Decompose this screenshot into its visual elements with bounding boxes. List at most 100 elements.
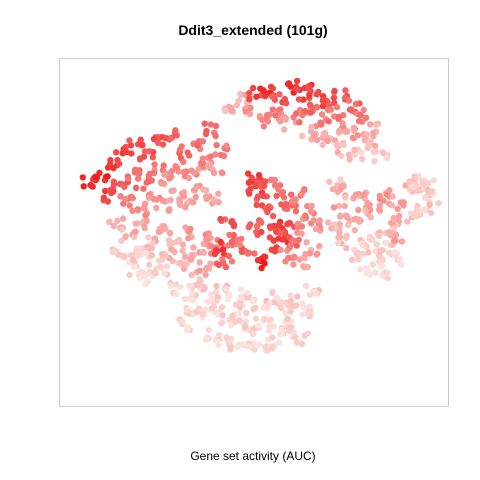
scatter-point [149, 240, 156, 247]
scatter-point [430, 177, 438, 184]
scatter-point [384, 269, 391, 277]
scatter-point [145, 194, 153, 201]
scatter-point [219, 169, 226, 177]
scatter-point [268, 93, 276, 100]
scatter-point [157, 263, 164, 270]
scatter-point [325, 118, 332, 125]
scatter-point [364, 268, 371, 275]
scatter-point [329, 186, 337, 193]
scatter-point [140, 185, 147, 192]
scatter-point [398, 238, 406, 245]
scatter-point [293, 302, 300, 309]
scatter-point [383, 154, 391, 162]
scatter-point [270, 323, 277, 330]
scatter-point [207, 121, 214, 128]
scatter-point [203, 264, 210, 272]
scatter-point [236, 240, 243, 248]
scatter-point [134, 175, 142, 182]
scatter-point [215, 190, 222, 197]
scatter-point [243, 309, 250, 317]
scatter-point [215, 199, 222, 206]
scatter-point [221, 216, 229, 223]
scatter-point [262, 92, 269, 100]
scatter-point [200, 286, 208, 293]
scatter-point [102, 187, 109, 195]
scatter-point [212, 122, 220, 130]
scatter-point [162, 252, 169, 259]
scatter-point [349, 134, 357, 141]
scatter-point [200, 249, 207, 256]
scatter-point [294, 293, 301, 300]
scatter-point [346, 151, 353, 158]
scatter-point [336, 229, 343, 236]
scatter-point [199, 155, 207, 162]
scatter-point [128, 150, 135, 157]
scatter-point [327, 106, 334, 113]
scatter-point [252, 315, 260, 322]
scatter-point [245, 250, 252, 257]
scatter-point [370, 148, 378, 156]
scatter-point [187, 256, 195, 263]
scatter-point [262, 253, 269, 260]
scatter-point [351, 127, 358, 134]
scatter-point [435, 200, 442, 207]
chart-title: Ddit3_extended (101g) [178, 22, 327, 38]
scatter-point [330, 94, 338, 101]
scatter-point [376, 202, 383, 209]
scatter-point [296, 106, 304, 114]
scatter-point [258, 228, 265, 236]
scatter-point [144, 278, 151, 285]
scatter-point [183, 327, 191, 334]
scatter-point [345, 97, 353, 104]
scatter-point [213, 282, 220, 290]
scatter-point [187, 225, 194, 232]
scatter-point [318, 121, 325, 128]
scatter-point [160, 162, 167, 169]
scatter-point [138, 245, 145, 252]
scatter-point [194, 142, 201, 149]
scatter-point [137, 136, 144, 143]
scatter-point [237, 286, 245, 293]
scatter-point [300, 187, 308, 194]
scatter-point [204, 334, 211, 341]
scatter-point [150, 195, 158, 203]
scatter-point [277, 246, 284, 254]
scatter-point [410, 212, 418, 219]
scatter-point [145, 172, 153, 179]
scatter-point [342, 87, 349, 94]
scatter-point [371, 158, 378, 165]
scatter-point [142, 212, 149, 219]
scatter-point [249, 297, 256, 305]
scatter-point [337, 213, 344, 220]
scatter-point [159, 197, 166, 204]
scatter-point [168, 246, 175, 253]
scatter-point [388, 219, 395, 226]
scatter-point [249, 84, 257, 92]
scatter-point [360, 106, 367, 114]
scatter-point [188, 167, 195, 174]
scatter-point [270, 222, 278, 229]
scatter-point [316, 217, 323, 224]
scatter-point [372, 247, 379, 254]
scatter-point [126, 202, 133, 209]
scatter-point [228, 238, 236, 246]
scatter-point [151, 235, 159, 242]
scatter-point [170, 187, 177, 194]
scatter-point [288, 198, 296, 205]
scatter-point [258, 264, 265, 272]
scatter-point [343, 244, 350, 252]
scatter-point [293, 86, 300, 93]
scatter-point [196, 267, 203, 274]
scatter-point [177, 201, 184, 208]
scatter-point [261, 259, 268, 267]
scatter-point [253, 201, 260, 209]
scatter-point [227, 346, 234, 353]
scatter-point [392, 231, 400, 238]
scatter-point [204, 162, 212, 170]
scatter-point [351, 151, 358, 158]
scatter-point [167, 197, 174, 204]
scatter-point [239, 341, 246, 348]
scatter-point [89, 183, 96, 190]
scatter-point [352, 191, 360, 198]
scatter-point [376, 207, 384, 214]
